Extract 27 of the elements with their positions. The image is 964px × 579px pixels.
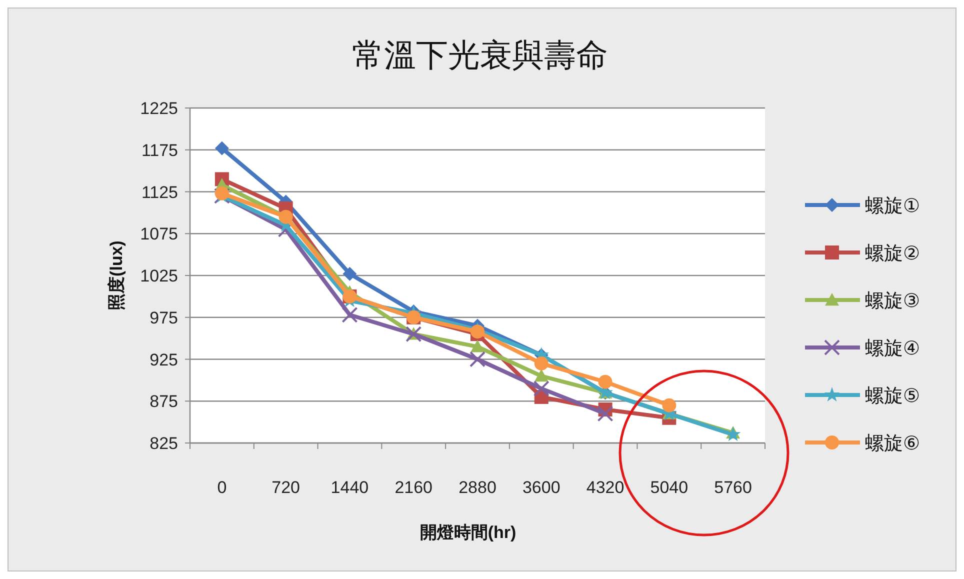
y-axis-title: 照度(lux) xyxy=(107,240,126,310)
y-tick-label: 1225 xyxy=(140,99,178,118)
y-tick-label: 875 xyxy=(150,392,178,412)
legend-label: 螺旋② xyxy=(865,244,920,264)
x-axis-title: 開燈時間(hr) xyxy=(420,523,516,542)
y-tick-label: 975 xyxy=(150,308,178,328)
x-tick-label: 4320 xyxy=(586,478,624,497)
x-tick-label: 2160 xyxy=(394,478,433,497)
x-tick-label: 5760 xyxy=(714,478,752,497)
legend-label: 螺旋⑤ xyxy=(865,386,920,407)
legend-label: 螺旋① xyxy=(865,196,920,217)
x-tick-label: 1440 xyxy=(330,478,369,497)
legend-label: 螺旋⑥ xyxy=(865,434,920,454)
y-tick-label: 1075 xyxy=(140,224,178,244)
legend-label: 螺旋③ xyxy=(865,291,920,312)
chart-title: 常溫下光衰與壽命 xyxy=(352,37,608,73)
x-tick-label: 5040 xyxy=(650,478,688,497)
x-tick-label: 3600 xyxy=(522,478,560,497)
y-tick-label: 1175 xyxy=(141,140,178,160)
x-tick-label: 0 xyxy=(217,478,227,497)
legend-label: 螺旋④ xyxy=(865,338,920,360)
y-tick-label: 1025 xyxy=(140,266,178,286)
x-tick-label: 720 xyxy=(272,478,300,497)
y-tick-label: 825 xyxy=(150,434,178,453)
x-tick-label: 2880 xyxy=(458,478,496,497)
y-tick-label: 925 xyxy=(150,350,178,370)
y-tick-label: 1125 xyxy=(141,182,178,202)
